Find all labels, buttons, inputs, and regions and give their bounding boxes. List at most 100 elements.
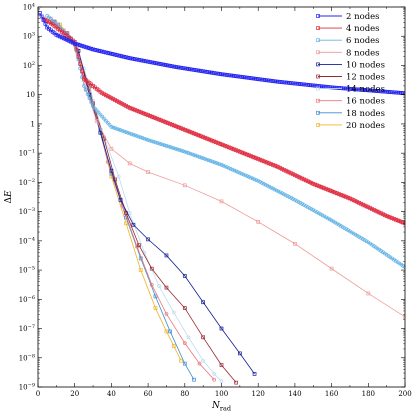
series-3-point [344,227,349,232]
series-2-point [76,54,81,59]
series-3-point [171,146,176,151]
series-3-point [175,147,180,152]
series-10-point [171,344,176,348]
series-3-point [263,182,268,187]
series-3-point [146,138,150,142]
series-3-point [160,142,165,147]
series-3-point [126,130,130,135]
series-3-point [104,118,108,123]
series-8-point [197,361,202,366]
legend-entry: 2 nodes [316,12,380,22]
series-1-point [403,91,405,96]
legend-entry: 12 nodes [316,73,385,83]
series-6-point [201,335,205,340]
series-3-point [170,145,174,150]
series-3-point [135,134,139,138]
series-3-point [219,162,224,167]
series-3-point [318,212,323,217]
series-3-point [212,160,217,165]
series-3-point [177,148,182,152]
legend-entry: 4 nodes [316,24,380,34]
y-tick-label: 10−4 [19,236,35,245]
series-3-point [164,143,169,148]
series-5-point [238,351,242,356]
series-3-point [260,180,264,185]
y-axis-title: ΔE [4,190,14,204]
y-tick-label-base: 10 [19,208,28,216]
series-2-point [78,62,83,66]
series-3-point [265,183,270,188]
series-3-point [162,143,167,148]
series-4-point [182,183,187,188]
series-4-point [366,291,371,296]
legend-entry: 14 nodes [316,85,385,95]
series-3-point [254,178,259,182]
series-3-point [181,149,185,153]
legend-marker [316,62,320,67]
y-tick-label: 10−3 [19,207,35,216]
series-3-point [359,236,363,240]
y-tick-label: 10−1 [19,149,35,158]
y-tick-label-base: 10 [19,296,28,304]
series-3-point [122,129,127,134]
legend-marker [316,38,320,43]
series-3-point [182,149,187,154]
series-3-point [166,144,171,149]
legend: 2 nodes 4 nodes 6 nodes 8 nodes 10 nodes 12 n… [316,12,385,131]
x-axis-title-subscript: rad [220,405,231,413]
series-3-point [127,131,132,136]
series-3-point [100,114,105,119]
series-3-point [113,126,117,131]
series-3-point [335,221,339,226]
series-7-point [212,371,217,376]
series-7-point [186,335,191,340]
series-1-point [41,18,46,23]
series-3-point [348,229,352,234]
y-tick-label: 10 [26,91,35,99]
series-3-point [349,230,354,235]
series-4-point [219,199,224,204]
series-3-point [342,226,347,230]
series-3-point [351,231,356,236]
series-3-point [355,233,360,238]
series-5-point [131,222,136,227]
series-3-point [155,141,160,145]
y-axis-title-delta: Δ [4,197,14,204]
series-3-point [362,238,367,242]
series-7-point [219,379,224,384]
y-tick-label-exponent: 3 [32,32,35,38]
series-3-point [346,228,350,233]
series-3-point [357,234,361,239]
x-tick-label: 160 [325,390,338,398]
x-tick-label: 60 [144,390,153,398]
series-5-point [252,371,257,376]
series-3-point [291,197,295,201]
y-tick-label: 10−6 [19,295,35,304]
series-3-point [324,215,328,220]
series-3-point [338,224,343,228]
series-3-point [98,112,103,117]
series-3-point [403,265,405,270]
series-4-point [109,146,114,151]
series-3-point [238,171,242,175]
y-tick-label-base: 10 [19,150,28,158]
series-3-point [360,237,365,241]
series-3-point [271,186,275,191]
y-tick-label-exponent: −2 [28,178,35,184]
series-3-point [118,128,123,132]
y-tick-label-base: 10 [23,62,32,70]
y-tick-label-base: 10 [19,384,28,392]
series-3-point [102,116,106,121]
series-10-point [164,329,169,334]
series-3-point [258,180,262,184]
series-5-point [146,237,150,242]
series-3-point [217,162,222,167]
series-3-point [190,152,194,157]
series-1 [38,10,405,96]
series-10-point [138,268,143,272]
y-tick-label-exponent: −5 [28,266,35,272]
x-tick-label: 0 [36,390,40,398]
series-6-point [182,306,187,310]
legend-marker [316,14,320,18]
